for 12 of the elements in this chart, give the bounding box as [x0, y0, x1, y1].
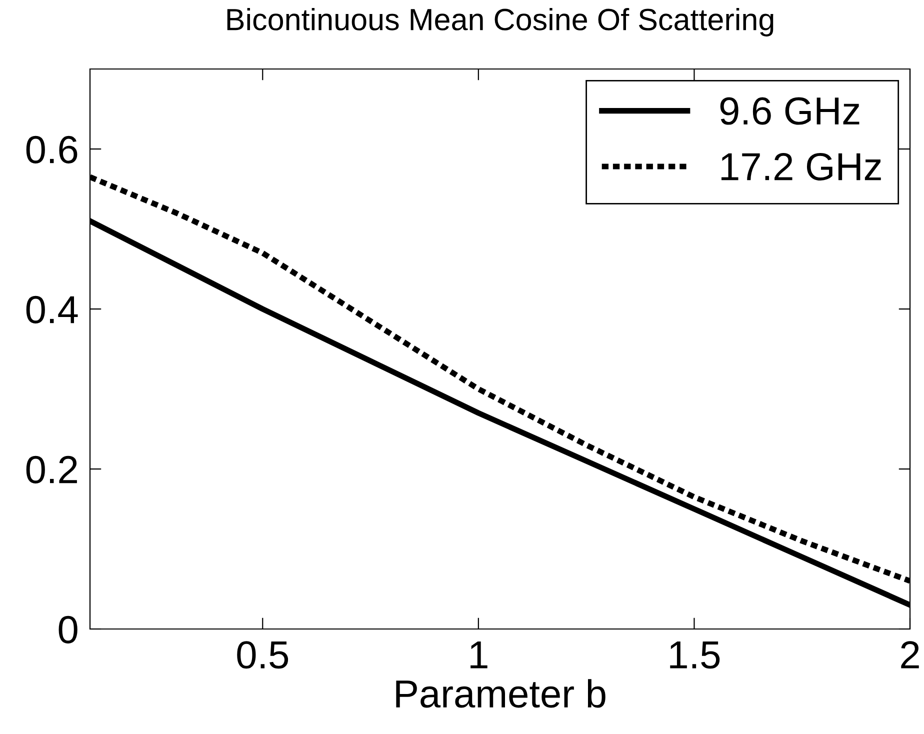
x-tick-label: 2 — [901, 641, 919, 668]
x-tick-label: 1 — [470, 642, 488, 668]
chart-title: Bicontinuous Mean Cosine Of Scattering — [227, 8, 774, 36]
x-tick-label: 0.5 — [237, 641, 288, 669]
y-tick-label: 0.4 — [26, 296, 78, 324]
y-tick-label: 0 — [58, 616, 78, 644]
y-tick-label: 0.6 — [26, 136, 78, 164]
x-tick-label: 1.5 — [670, 642, 720, 669]
legend-label: 17.2 GHz — [721, 152, 881, 180]
x-axis-title: Parameter b — [396, 679, 606, 708]
y-tick-label: 0.2 — [26, 456, 77, 484]
legend-label: 9.6 GHz — [720, 97, 860, 125]
